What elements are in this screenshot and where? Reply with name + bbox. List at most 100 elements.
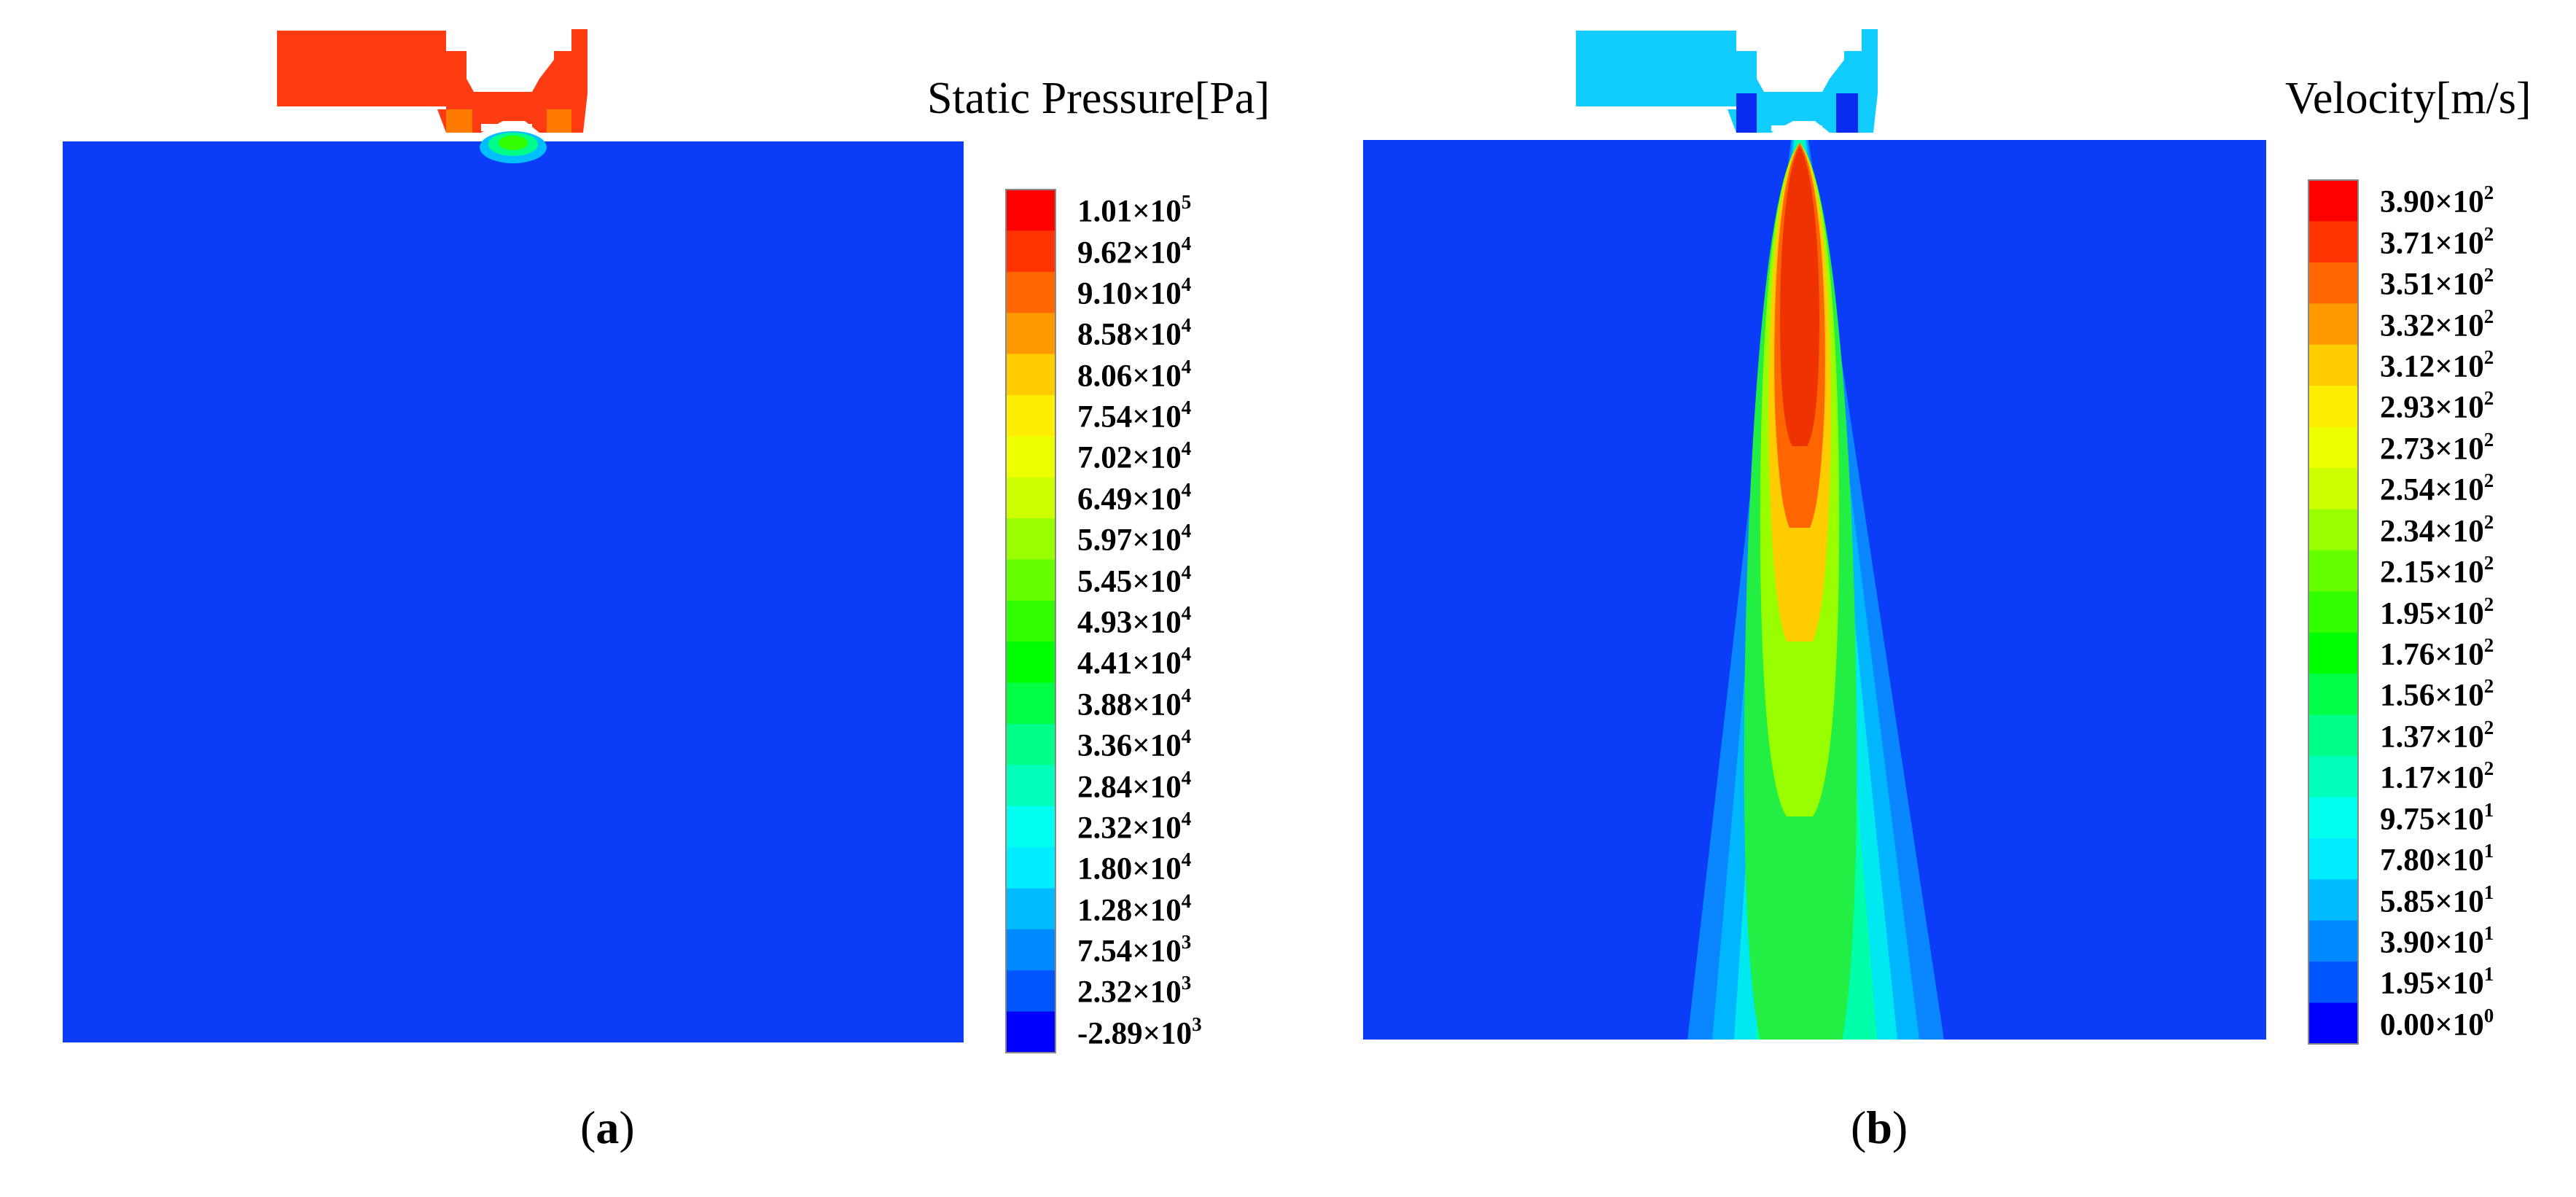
colorbar-tick-label: 5.85×101 — [2380, 881, 2494, 919]
pressure-colorbar — [1005, 189, 1056, 1053]
colorbar-band — [2308, 180, 2358, 222]
colorbar-border — [1005, 189, 1056, 1053]
colorbar-border — [2308, 179, 2359, 1045]
colorbar-tick-label: 2.34×102 — [2380, 510, 2494, 548]
colorbar-tick-label: 1.28×104 — [1077, 889, 1192, 927]
nozzle-inner-left — [446, 109, 472, 133]
colorbar-band — [2308, 920, 2358, 962]
colorbar-band — [1006, 559, 1055, 601]
colorbar-band — [2308, 674, 2358, 716]
colorbar-band — [2308, 632, 2358, 674]
colorbar-tick-label: 5.97×104 — [1077, 520, 1192, 558]
legend-title: Static Pressure[Pa] — [927, 74, 1271, 123]
colorbar-tick-label: 3.90×101 — [2380, 921, 2494, 960]
colorbar-band — [1006, 1011, 1055, 1053]
colorbar-tick-label: 4.93×104 — [1077, 602, 1192, 640]
colorbar-band — [2308, 714, 2358, 757]
colorbar-band — [2308, 756, 2358, 798]
pressure-contour-plot — [63, 29, 1056, 1053]
colorbar-band — [2308, 509, 2358, 551]
colorbar-band — [2308, 344, 2358, 386]
colorbar-tick-label: 2.32×104 — [1077, 807, 1192, 846]
colorbar-tick-label: 1.76×102 — [2380, 633, 2494, 672]
colorbar-band — [1006, 929, 1055, 971]
colorbar-tick-label: 2.73×102 — [2380, 428, 2494, 467]
legend-title: Velocity[m/s] — [2285, 74, 2532, 123]
colorbar-tick-label: 2.32×103 — [1077, 972, 1192, 1010]
colorbar-band — [1006, 806, 1055, 848]
colorbar-band — [2308, 879, 2358, 921]
colorbar-tick-label: 7.54×103 — [1077, 931, 1192, 969]
colorbar-band — [1006, 477, 1055, 519]
nozzle-geometry — [277, 29, 588, 133]
inlet-chamber — [1576, 29, 1878, 133]
colorbar-band — [2308, 591, 2358, 633]
colorbar-tick-label: 2.93×102 — [2380, 387, 2494, 425]
colorbar-tick-label: 2.84×104 — [1077, 766, 1192, 804]
colorbar-band — [1006, 847, 1055, 889]
colorbar-band — [1006, 436, 1055, 478]
colorbar-band — [1006, 888, 1055, 930]
nozzle-geometry — [1576, 29, 1878, 133]
colorbar-band — [1006, 230, 1055, 273]
colorbar-band — [1006, 600, 1055, 642]
colorbar-band — [2308, 1002, 2358, 1045]
panel-label: (a) — [580, 1102, 635, 1153]
colorbar-band — [1006, 723, 1055, 765]
colorbar-tick-label: 5.45×104 — [1077, 561, 1192, 598]
colorbar-tick-label: 1.95×102 — [2380, 593, 2494, 631]
colorbar-tick-label: 9.10×104 — [1077, 273, 1192, 311]
colorbar-band — [2308, 303, 2358, 346]
colorbar-tick-label: 3.12×102 — [2380, 346, 2494, 384]
colorbar-tick-label: 3.88×104 — [1077, 684, 1192, 722]
colorbar-tick-label: 1.17×102 — [2380, 757, 2494, 795]
colorbar-band — [2308, 468, 2358, 510]
velocity-contour-plot — [1363, 29, 2359, 1045]
colorbar-tick-label: 0.00×100 — [2380, 1004, 2494, 1042]
colorbar-band — [1006, 682, 1055, 725]
velocity-colorbar — [2308, 179, 2359, 1045]
colorbar-tick-label: 3.71×102 — [2380, 222, 2494, 260]
colorbar-band — [1006, 765, 1055, 807]
colorbar-band — [1006, 970, 1055, 1013]
pressure-nozzle-exit-contour — [480, 131, 547, 163]
colorbar-band — [2308, 426, 2358, 469]
colorbar-tick-label: 9.75×101 — [2380, 798, 2494, 836]
colorbar-band — [1006, 642, 1055, 684]
panel-velocity: Velocity[m/s] 3.90×102 3.71×102 3.51×102 3.… — [1288, 0, 2576, 1197]
colorbar-tick-label: 6.49×104 — [1077, 478, 1192, 517]
colorbar-tick-label: 1.37×102 — [2380, 716, 2494, 755]
colorbar-tick-label: 7.54×104 — [1077, 397, 1192, 434]
colorbar-tick-label: 1.95×101 — [2380, 963, 2494, 1001]
colorbar-band — [2308, 386, 2358, 428]
colorbar-tick-label: 1.80×104 — [1077, 849, 1192, 886]
nozzle-inner-left — [1736, 93, 1757, 133]
colorbar-tick-label: 1.01×105 — [1077, 191, 1192, 229]
colorbar-tick-label: 7.02×104 — [1077, 437, 1192, 475]
colorbar-tick-label: 2.54×102 — [2380, 469, 2494, 507]
pressure-domain — [63, 141, 964, 1042]
inlet-chamber — [277, 29, 588, 133]
colorbar-tick-label: 7.80×101 — [2380, 840, 2494, 878]
colorbar-band — [1006, 190, 1055, 231]
panel-label: (b) — [1851, 1102, 1908, 1153]
colorbar-band — [2308, 550, 2358, 592]
colorbar-band — [2308, 962, 2358, 1004]
colorbar-tick-label: 2.15×102 — [2380, 552, 2494, 590]
nozzle-inner-right — [1836, 93, 1858, 133]
colorbar-tick-label: 1.56×102 — [2380, 675, 2494, 713]
colorbar-band — [1006, 313, 1055, 355]
colorbar-band — [2308, 262, 2358, 304]
colorbar-band — [2308, 838, 2358, 880]
colorbar-tick-label: 8.06×104 — [1077, 355, 1192, 394]
colorbar-band — [1006, 394, 1055, 437]
colorbar-tick-label: 3.90×102 — [2380, 182, 2494, 219]
colorbar-tick-label: 4.41×104 — [1077, 643, 1192, 681]
colorbar-band — [2308, 221, 2358, 263]
panel-static-pressure: Static Pressure[Pa] 1.01×105 9.62×104 9.10… — [63, 29, 1271, 1153]
colorbar-tick-label: -2.89×103 — [1077, 1013, 1202, 1051]
nozzle-inner-right — [547, 109, 571, 133]
nozzle-gap — [481, 124, 532, 131]
colorbar-tick-label: 8.58×104 — [1077, 314, 1192, 352]
colorbar-band — [2308, 797, 2358, 839]
